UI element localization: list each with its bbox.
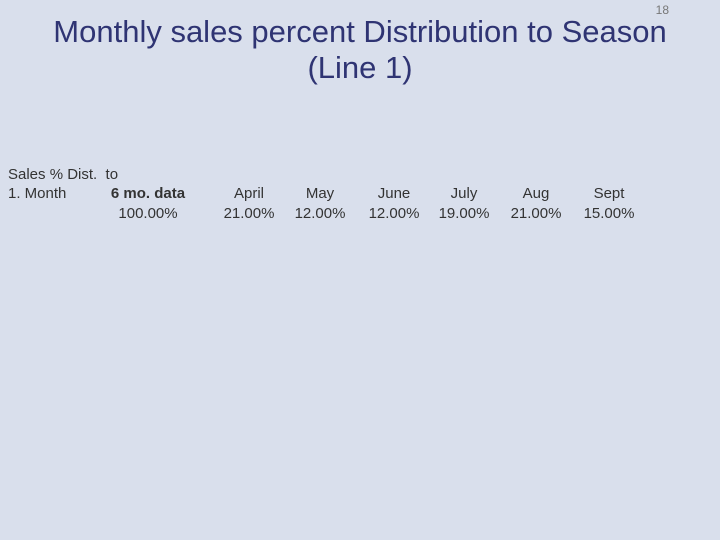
- column-header: 6 mo. data: [110, 185, 186, 202]
- column-header: Sept: [593, 185, 625, 202]
- column-header: April: [233, 185, 264, 202]
- column-value: 12.00%: [368, 205, 420, 222]
- column-value: 19.00%: [438, 205, 490, 222]
- slide-title: Monthly sales percent Distribution to Se…: [53, 14, 667, 85]
- column-value: 15.00%: [583, 205, 635, 222]
- column-value: 21.00%: [510, 205, 562, 222]
- column-value: 21.00%: [223, 205, 275, 222]
- page-number: 18: [655, 3, 669, 17]
- column-header: May: [305, 185, 335, 202]
- column-header: July: [450, 185, 478, 202]
- row-label: Sales % Dist. to: [8, 166, 119, 183]
- column-header: Aug: [522, 185, 550, 202]
- column-value: 12.00%: [294, 205, 346, 222]
- column-header: June: [377, 185, 411, 202]
- row-label: 1. Month: [8, 185, 67, 202]
- column-value: 100.00%: [118, 205, 178, 222]
